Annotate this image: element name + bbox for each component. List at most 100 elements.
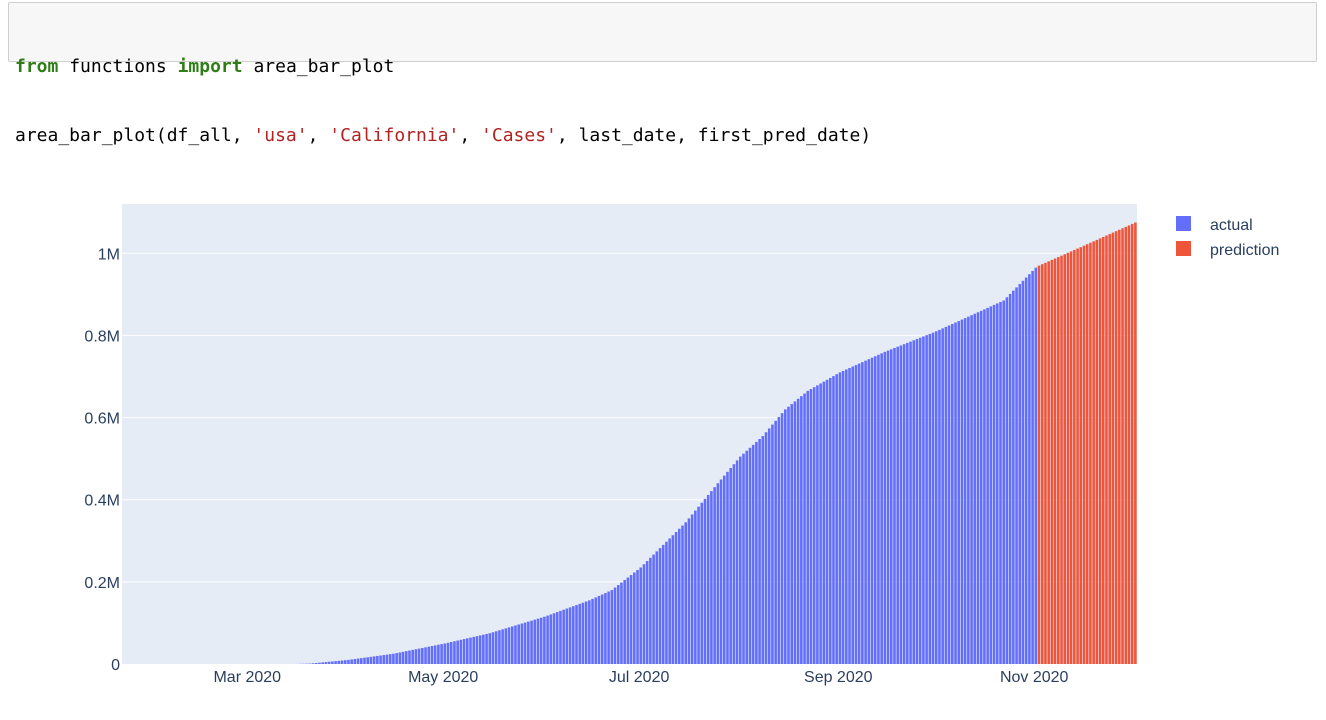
code-cell[interactable]: from functions import area_bar_plot area… — [8, 2, 1317, 146]
actual-bar — [613, 587, 617, 664]
actual-bar — [421, 647, 424, 664]
actual-bar — [909, 341, 912, 664]
legend-swatch[interactable] — [1176, 241, 1191, 256]
actual-bar — [915, 339, 919, 664]
y-tick-label: 0 — [111, 657, 120, 674]
actual-bar — [523, 622, 527, 664]
legend-swatch[interactable] — [1176, 216, 1191, 231]
actual-bar — [459, 639, 463, 664]
actual-bar — [568, 607, 572, 664]
code-token: area_bar_plot — [242, 56, 395, 77]
actual-bar — [806, 390, 810, 664]
prediction-bar — [1047, 261, 1050, 664]
actual-bar — [334, 661, 337, 664]
actual-bar — [986, 307, 989, 664]
actual-bar — [973, 313, 977, 664]
legend-label-prediction[interactable]: prediction — [1210, 242, 1279, 259]
actual-bar — [331, 661, 334, 664]
y-tick-label: 0.2M — [84, 575, 120, 592]
prediction-bar — [1037, 265, 1041, 664]
actual-bar — [793, 401, 797, 664]
actual-bar — [446, 642, 450, 664]
actual-bar — [819, 383, 822, 664]
actual-bar — [485, 633, 488, 664]
prediction-bar — [1066, 252, 1070, 664]
actual-bar — [649, 557, 652, 664]
actual-bar — [1015, 287, 1018, 664]
code-token: functions — [58, 56, 178, 77]
prediction-bar — [1127, 225, 1131, 665]
actual-bar — [1034, 267, 1038, 664]
actual-bar — [372, 656, 376, 664]
actual-bar — [870, 357, 874, 664]
actual-bar — [366, 657, 370, 664]
actual-bar — [494, 631, 498, 664]
prediction-bar — [1082, 245, 1086, 664]
actual-bar — [742, 453, 745, 664]
actual-bar — [616, 585, 620, 664]
actual-bar — [684, 522, 687, 664]
actual-bar — [636, 569, 639, 664]
prediction-bar — [1124, 226, 1128, 665]
actual-bar — [803, 393, 806, 664]
actual-bar — [681, 525, 684, 664]
actual-bar — [475, 636, 479, 664]
actual-bar — [694, 510, 697, 664]
actual-bar — [706, 494, 710, 664]
actual-bar — [722, 475, 726, 664]
code-token: from — [15, 56, 59, 77]
code-token: , — [307, 125, 330, 146]
actual-bar — [645, 561, 649, 664]
prediction-bar — [1118, 229, 1121, 664]
actual-bar — [957, 321, 961, 664]
actual-bar — [944, 326, 948, 664]
x-tick-label: Sep 2020 — [804, 669, 873, 686]
actual-bar — [896, 346, 899, 664]
actual-bar — [437, 644, 440, 664]
prediction-bar — [1040, 264, 1044, 664]
prediction-bar — [1073, 249, 1076, 665]
actual-bar — [999, 301, 1002, 664]
actual-bar — [533, 619, 537, 664]
prediction-bar — [1121, 228, 1124, 664]
actual-bar — [555, 612, 559, 664]
code-token: , last_date, first_pred_date) — [556, 125, 872, 146]
actual-bar — [1002, 300, 1005, 664]
actual-bar — [758, 438, 761, 664]
prediction-bar — [1130, 223, 1134, 665]
y-tick-label: 0.8M — [84, 328, 120, 345]
actual-bar — [652, 554, 655, 664]
actual-bar — [835, 374, 838, 664]
actual-bar — [620, 582, 623, 664]
actual-bar — [983, 309, 986, 664]
legend[interactable]: actual prediction — [1176, 216, 1279, 259]
actual-bar — [992, 304, 996, 664]
actual-bar — [430, 646, 434, 664]
code-line-1: from functions import area_bar_plot — [15, 55, 1310, 78]
actual-bar — [404, 651, 408, 664]
actual-bar — [825, 379, 829, 664]
actual-bar — [382, 655, 386, 664]
actual-bar — [565, 608, 569, 664]
actual-bar — [938, 329, 941, 664]
actual-bar — [697, 506, 700, 664]
actual-bar — [626, 577, 630, 664]
actual-bar — [995, 303, 999, 664]
prediction-bar — [1076, 248, 1079, 665]
actual-bar — [787, 406, 790, 664]
bars — [295, 222, 1137, 665]
actual-bar — [517, 624, 520, 664]
y-tick-label: 0.4M — [84, 493, 120, 510]
actual-bar — [466, 638, 469, 664]
x-tick-label: Nov 2020 — [1000, 669, 1069, 686]
actual-bar — [520, 623, 524, 664]
actual-bar — [800, 396, 803, 664]
code-token: 'usa' — [253, 125, 308, 146]
legend-label-actual[interactable]: actual — [1210, 217, 1253, 234]
actual-bar — [552, 613, 556, 664]
code-token: , — [459, 125, 482, 146]
code-token: area_bar_plot(df_all, — [15, 125, 254, 146]
actual-bar — [337, 660, 341, 664]
prediction-bar — [1114, 231, 1118, 664]
actual-bar — [591, 598, 594, 664]
